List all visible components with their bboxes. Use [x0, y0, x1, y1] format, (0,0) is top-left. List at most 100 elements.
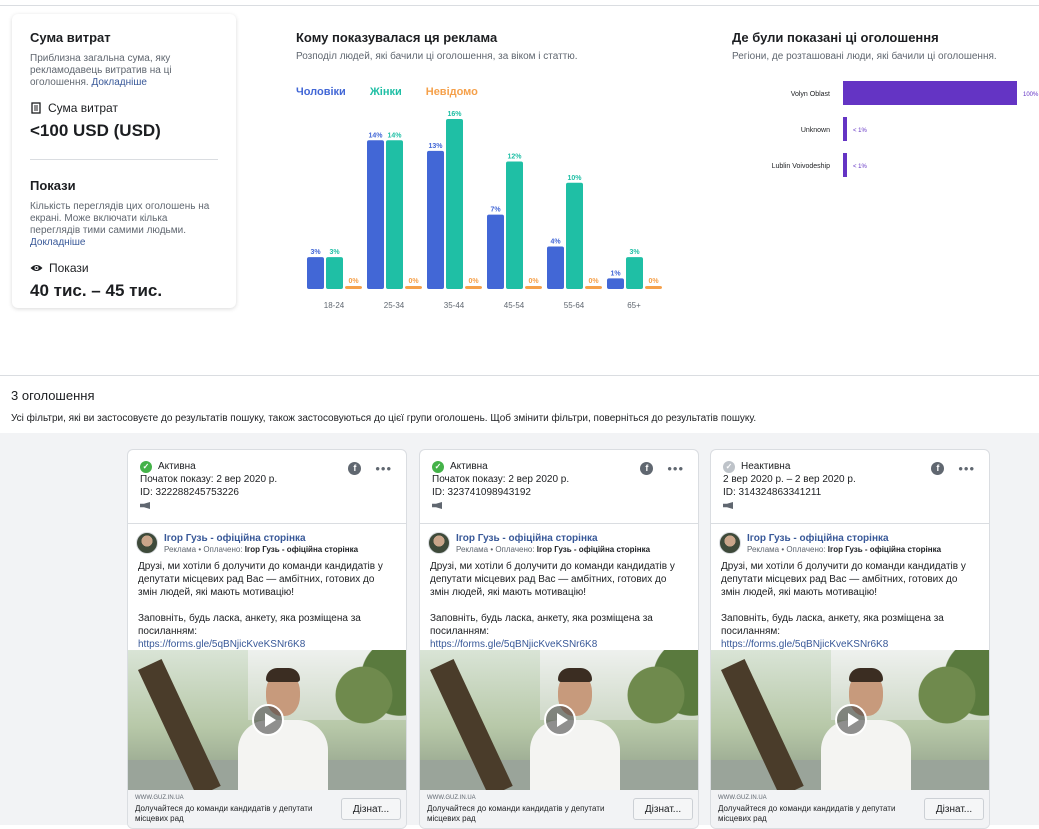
ad-form-link[interactable]: https://forms.gle/5qBNjicKveKSNr6K8	[138, 639, 306, 650]
bar-label: 4%	[550, 239, 561, 246]
sponsor-name: Ігор Гузь - офіційна сторінка	[827, 544, 942, 554]
spend-title: Сума витрат	[30, 30, 111, 45]
impressions-label: Покази	[49, 261, 89, 275]
receipt-icon	[31, 102, 41, 114]
sponsor-line: Реклама • Оплачено: Ігор Гузь - офіційна…	[456, 545, 650, 554]
bar-25-34-1	[386, 140, 403, 289]
ad-text-cta-line: Заповніть, будь ласка, анкету, яка розмі…	[430, 613, 653, 637]
status-icon: ✓	[432, 460, 444, 473]
ad-cta-bar[interactable]: WWW.GUZ.IN.UA Долучайтеся до команди кан…	[711, 790, 989, 828]
bar-18-24-2	[345, 286, 362, 289]
ad-cta-bar[interactable]: WWW.GUZ.IN.UA Долучайтеся до команди кан…	[128, 790, 406, 828]
legend-women[interactable]: Жінки	[369, 86, 402, 98]
legend-unknown[interactable]: Невідомо	[425, 86, 478, 98]
facebook-icon: f	[931, 462, 945, 475]
region-value-label: 100%	[1023, 92, 1039, 98]
ad-id: ID: 314324863341211	[723, 487, 822, 498]
play-icon[interactable]	[544, 704, 576, 736]
spend-learn-more-link[interactable]: Докладніше	[91, 77, 147, 88]
learn-more-button[interactable]: Дізнат...	[341, 798, 401, 820]
ad-status: ✓ Неактивна	[723, 460, 977, 473]
spend-metric-label: Сума витрат	[30, 101, 218, 115]
status-label: Неактивна	[741, 461, 791, 472]
sponsor-prefix: Реклама • Оплачено:	[456, 544, 535, 554]
avatar[interactable]	[428, 532, 450, 554]
ad-platform-icons: f •••	[640, 462, 684, 475]
more-options-icon[interactable]: •••	[958, 460, 975, 476]
ad-meta: ✓ Активна Початок показу: 2 вер 2020 р. …	[420, 450, 698, 524]
legend-men[interactable]: Чоловіки	[296, 86, 346, 98]
region-value-label: < 1%	[853, 128, 868, 134]
ad-video[interactable]	[420, 650, 698, 790]
spend-desc-text: Приблизна загальна сума, яку рекламодаве…	[30, 53, 172, 88]
video-person	[821, 720, 911, 790]
page-name-link[interactable]: Ігор Гузь - офіційна сторінка	[164, 532, 306, 544]
bar-label: 0%	[588, 278, 599, 285]
sponsor-name: Ігор Гузь - офіційна сторінка	[244, 544, 359, 554]
video-foliage	[620, 650, 698, 740]
sponsor-prefix: Реклама • Оплачено:	[747, 544, 826, 554]
play-icon[interactable]	[252, 704, 284, 736]
ad-poster: Ігор Гузь - офіційна сторінка Реклама • …	[128, 524, 406, 554]
bar-18-24-0	[307, 257, 324, 289]
bar-55-64-1	[566, 182, 583, 289]
ad-text-cta-line: Заповніть, будь ласка, анкету, яка розмі…	[138, 613, 361, 637]
top-border	[0, 0, 1039, 6]
bar-35-44-1	[446, 119, 463, 289]
impressions-learn-more-link[interactable]: Докладніше	[30, 237, 86, 248]
regions-section: Де були показані ці оголошення Регіони, …	[732, 30, 1032, 62]
bar-label: 0%	[528, 278, 539, 285]
bar-45-54-0	[487, 214, 504, 289]
bar-18-24-1	[326, 257, 343, 289]
ad-text-cta-line: Заповніть, будь ласка, анкету, яка розмі…	[721, 613, 944, 637]
age-tick-label: 35-44	[444, 301, 465, 310]
ad-period: Початок показу: 2 вер 2020 р.	[432, 474, 570, 485]
region-label: Lublin Voivodeship	[772, 163, 830, 170]
bar-label: 0%	[468, 278, 479, 285]
regions-subtitle: Регіони, де розташовані люди, які бачили…	[732, 51, 997, 62]
spend-description: Приблизна загальна сума, яку рекламодаве…	[30, 53, 218, 89]
avatar[interactable]	[136, 532, 158, 554]
ad-video[interactable]	[128, 650, 406, 790]
bar-65+-0	[607, 278, 624, 289]
learn-more-button[interactable]: Дізнат...	[924, 798, 984, 820]
ad-id: ID: 322288245753226	[140, 487, 239, 498]
bar-35-44-2	[465, 286, 482, 289]
age-tick-label: 25-34	[384, 301, 405, 310]
ads-filter-note: Усі фільтри, які ви застосовуєте до резу…	[11, 413, 757, 424]
bar-65+-1	[626, 257, 643, 289]
status-label: Активна	[450, 461, 488, 472]
facebook-icon: f	[348, 462, 362, 475]
ad-cta-bar[interactable]: WWW.GUZ.IN.UA Долучайтеся до команди кан…	[420, 790, 698, 828]
bar-label: 16%	[447, 111, 462, 118]
ad-card: ✓ Неактивна 2 вер 2020 р. – 2 вер 2020 р…	[710, 449, 990, 829]
ad-text-paragraph: Друзі, ми хотіли б долучити до команди к…	[138, 561, 383, 598]
learn-more-button[interactable]: Дізнат...	[633, 798, 693, 820]
bar-45-54-2	[525, 286, 542, 289]
ad-platform-icons: f •••	[348, 462, 392, 475]
audience-legend: Чоловіки Жінки Невідомо	[296, 86, 676, 98]
ad-text-paragraph: Друзі, ми хотіли б долучити до команди к…	[430, 561, 675, 598]
play-icon[interactable]	[835, 704, 867, 736]
ad-poster: Ігор Гузь - офіційна сторінка Реклама • …	[711, 524, 989, 554]
more-options-icon[interactable]: •••	[375, 460, 392, 476]
regions-title: Де були показані ці оголошення	[732, 30, 939, 45]
facebook-icon: f	[640, 462, 654, 475]
video-person-hair	[849, 668, 883, 682]
ad-meta: ✓ Активна Початок показу: 2 вер 2020 р. …	[128, 450, 406, 524]
ad-form-link[interactable]: https://forms.gle/5qBNjicKveKSNr6K8	[430, 639, 598, 650]
bar-label: 14%	[368, 132, 383, 139]
ad-card: ✓ Активна Початок показу: 2 вер 2020 р. …	[127, 449, 407, 829]
ad-period: 2 вер 2020 р. – 2 вер 2020 р.	[723, 474, 856, 485]
ad-video[interactable]	[711, 650, 989, 790]
page-name-link[interactable]: Ігор Гузь - офіційна сторінка	[747, 532, 889, 544]
avatar[interactable]	[719, 532, 741, 554]
ad-domain: WWW.GUZ.IN.UA	[135, 795, 184, 801]
ad-form-link[interactable]: https://forms.gle/5qBNjicKveKSNr6K8	[721, 639, 889, 650]
ad-link-description: Долучайтеся до команди кандидатів у депу…	[135, 804, 313, 823]
bar-label: 10%	[567, 175, 582, 182]
page-name-link[interactable]: Ігор Гузь - офіційна сторінка	[456, 532, 598, 544]
ad-body-text: Друзі, ми хотіли б долучити до команди к…	[420, 554, 698, 664]
more-options-icon[interactable]: •••	[667, 460, 684, 476]
bar-label: 1%	[610, 270, 621, 277]
